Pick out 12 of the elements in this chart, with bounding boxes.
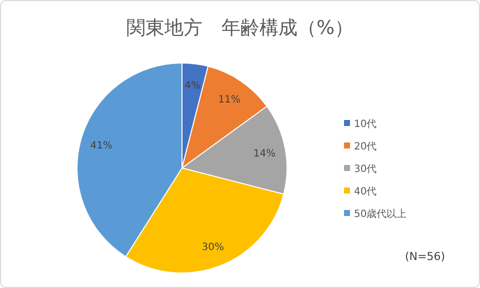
chart-title: 関東地方 年齢構成（%） (126, 17, 354, 39)
text: (N=56) (404, 250, 446, 263)
legend-label: 40代 (354, 186, 377, 198)
legend-label: 50歳代以上 (354, 208, 407, 220)
data-label: 4% (184, 80, 200, 92)
legend-label: 20代 (354, 142, 377, 152)
data-label: 11% (218, 94, 240, 106)
data-label: 41% (90, 140, 112, 152)
data-label: 14% (253, 148, 276, 160)
data-label: 30% (202, 242, 224, 254)
legend-label: 10代 (354, 119, 377, 130)
legend-label: 30代 (354, 164, 377, 175)
